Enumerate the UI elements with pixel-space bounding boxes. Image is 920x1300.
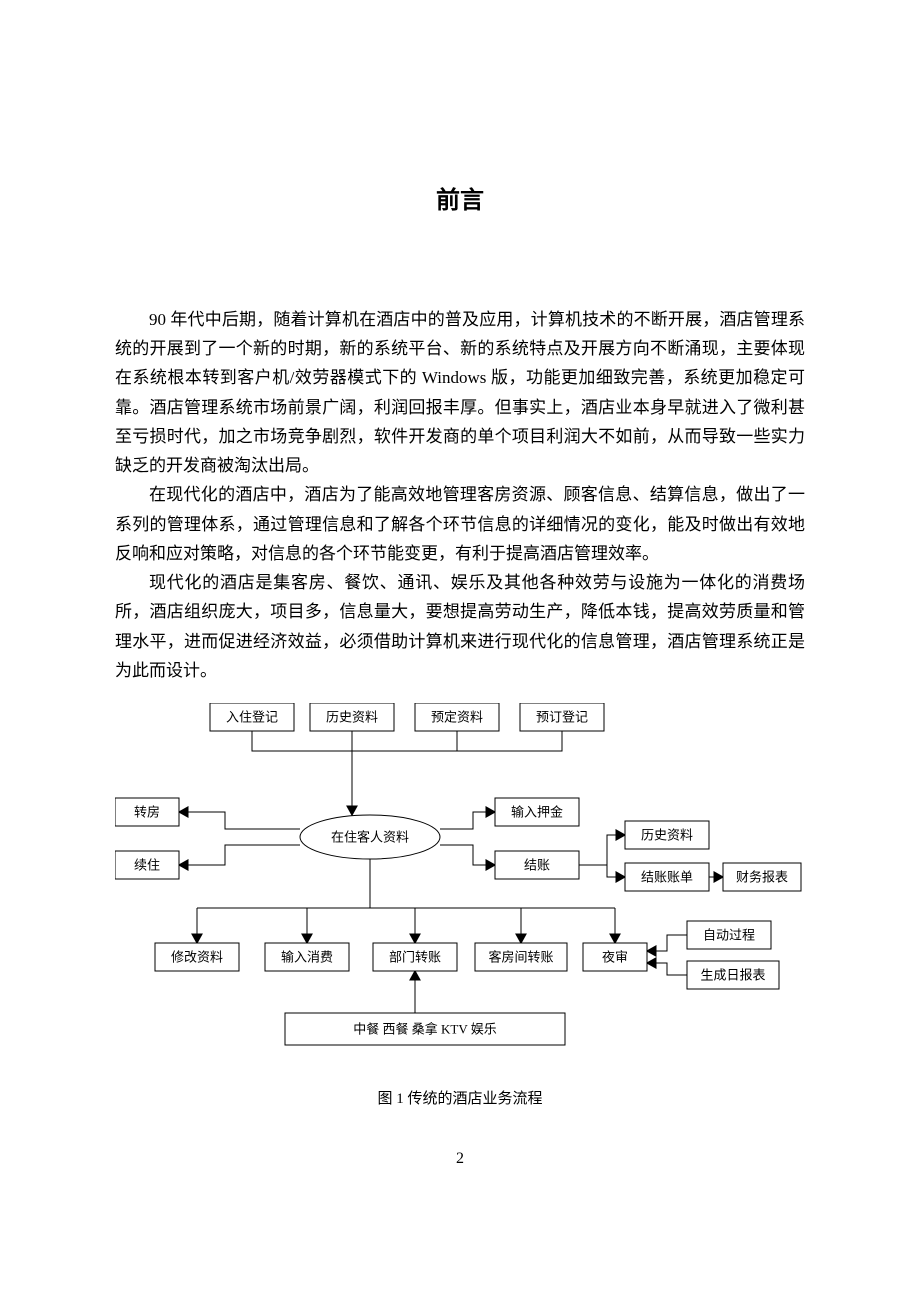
flowchart-node-label: 结账账单 [641,870,693,885]
flowchart-edge [579,865,625,877]
flowchart-node-label: 预订登记 [536,710,588,725]
flowchart-node-label: 夜审 [602,950,628,965]
flowchart-edge [647,963,687,975]
paragraph: 90 年代中后期，随着计算机在酒店中的普及应用，计算机技术的不断开展，酒店管理系… [115,305,805,480]
flowchart-node-label: 转房 [134,805,160,820]
flowchart-node-label: 续住 [134,858,160,873]
flowchart-edge [440,845,495,865]
flowchart-node-label: 客房间转账 [488,950,553,965]
figure-caption: 图 1 传统的酒店业务流程 [115,1087,805,1108]
flowchart-edge [647,935,687,951]
flowchart-edge [352,731,457,751]
flowchart-node-label: 自动过程 [703,928,755,943]
flowchart-node-label: 预定资料 [431,710,483,725]
paragraph: 现代化的酒店是集客房、餐饮、通讯、娱乐及其他各种效劳与设施为一体化的消费场所，酒… [115,568,805,685]
flowchart-node-label: 在住客人资料 [331,830,409,845]
flowchart-node-label: 部门转账 [389,950,441,965]
flowchart-edge [252,731,352,751]
flowchart-node-label: 生成日报表 [700,968,765,983]
flowchart-node-label: 入住登记 [226,710,278,725]
flowchart-node-label: 输入押金 [511,805,563,820]
flowchart-edge [579,835,625,865]
flowchart-node-label: 历史资料 [641,828,693,843]
page-number: 2 [115,1150,805,1168]
flowchart-node-label: 修改资料 [171,950,223,965]
flowchart-node-label: 结账 [524,858,550,873]
flowchart-node-label: 中餐 西餐 桑拿 KTV 娱乐 [353,1022,496,1037]
flowchart-edge [440,812,495,829]
flowchart-node-label: 历史资料 [326,710,378,725]
flowchart-container: 入住登记历史资料预定资料预订登记转房续住在住客人资料输入押金结账历史资料结账账单… [115,703,805,1108]
paragraph: 在现代化的酒店中，酒店为了能高效地管理客房资源、顾客信息、结算信息，做出了一系列… [115,480,805,568]
document-page: 前言 90 年代中后期，随着计算机在酒店中的普及应用，计算机技术的不断开展，酒店… [0,0,920,1300]
flowchart-diagram: 入住登记历史资料预定资料预订登记转房续住在住客人资料输入押金结账历史资料结账账单… [115,703,805,1073]
flowchart-edge [179,845,300,865]
body-text: 90 年代中后期，随着计算机在酒店中的普及应用，计算机技术的不断开展，酒店管理系… [115,305,805,685]
flowchart-node-label: 财务报表 [736,870,788,885]
flowchart-node-label: 输入消费 [281,950,333,965]
flowchart-edge [179,812,300,829]
page-title: 前言 [115,180,805,215]
